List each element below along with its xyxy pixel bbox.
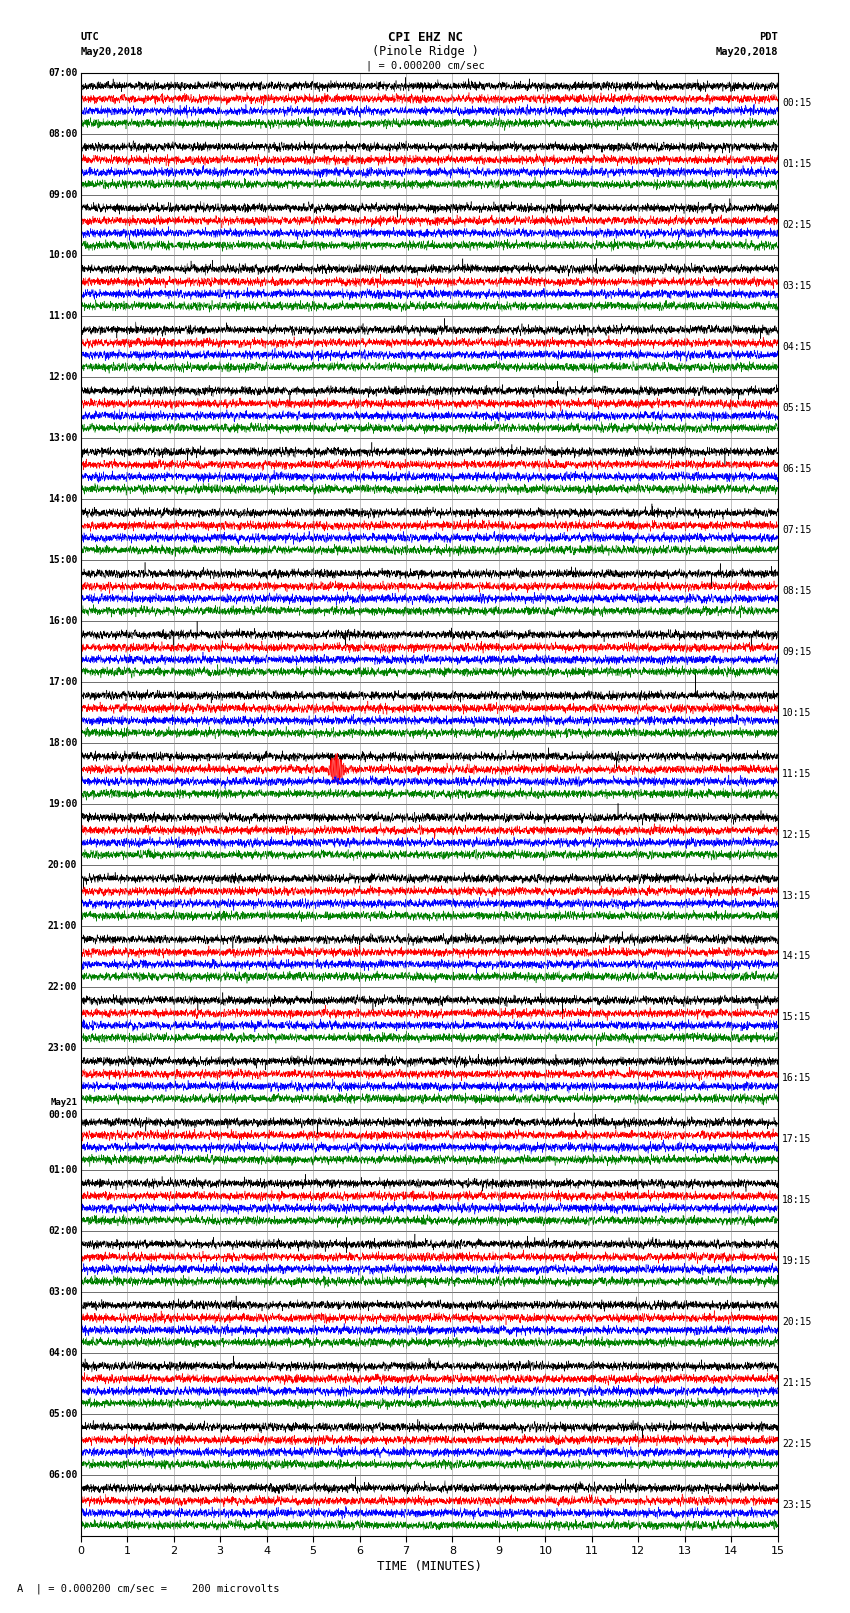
Text: 23:15: 23:15 xyxy=(782,1500,812,1510)
Text: 06:00: 06:00 xyxy=(48,1469,77,1479)
Text: 00:00: 00:00 xyxy=(48,1110,77,1121)
Text: 09:00: 09:00 xyxy=(48,189,77,200)
Text: 10:00: 10:00 xyxy=(48,250,77,260)
Text: 02:15: 02:15 xyxy=(782,219,812,231)
Text: 15:15: 15:15 xyxy=(782,1013,812,1023)
Text: 15:00: 15:00 xyxy=(48,555,77,565)
Text: 03:00: 03:00 xyxy=(48,1287,77,1297)
Text: 22:15: 22:15 xyxy=(782,1439,812,1448)
Text: 16:00: 16:00 xyxy=(48,616,77,626)
Text: 07:15: 07:15 xyxy=(782,524,812,536)
Text: 19:00: 19:00 xyxy=(48,798,77,810)
Text: 12:15: 12:15 xyxy=(782,829,812,839)
Text: May20,2018: May20,2018 xyxy=(81,47,144,56)
Text: 22:00: 22:00 xyxy=(48,982,77,992)
Text: 17:15: 17:15 xyxy=(782,1134,812,1144)
Text: 19:15: 19:15 xyxy=(782,1257,812,1266)
Text: 04:15: 04:15 xyxy=(782,342,812,352)
Text: 23:00: 23:00 xyxy=(48,1044,77,1053)
Text: 01:15: 01:15 xyxy=(782,160,812,169)
Text: 20:15: 20:15 xyxy=(782,1318,812,1327)
Text: 02:00: 02:00 xyxy=(48,1226,77,1236)
Text: 13:00: 13:00 xyxy=(48,434,77,444)
Text: 20:00: 20:00 xyxy=(48,860,77,869)
Text: 05:15: 05:15 xyxy=(782,403,812,413)
Text: | = 0.000200 cm/sec: | = 0.000200 cm/sec xyxy=(366,61,484,71)
Text: 01:00: 01:00 xyxy=(48,1165,77,1174)
Text: 16:15: 16:15 xyxy=(782,1073,812,1084)
Text: May20,2018: May20,2018 xyxy=(715,47,778,56)
Text: 21:00: 21:00 xyxy=(48,921,77,931)
Text: 14:15: 14:15 xyxy=(782,952,812,961)
Text: May21: May21 xyxy=(50,1098,77,1107)
Text: 09:15: 09:15 xyxy=(782,647,812,656)
Text: 14:00: 14:00 xyxy=(48,494,77,505)
Text: 08:00: 08:00 xyxy=(48,129,77,139)
Text: (Pinole Ridge ): (Pinole Ridge ) xyxy=(371,45,479,58)
Text: 11:00: 11:00 xyxy=(48,311,77,321)
Text: A  | = 0.000200 cm/sec =    200 microvolts: A | = 0.000200 cm/sec = 200 microvolts xyxy=(17,1584,280,1594)
Text: 05:00: 05:00 xyxy=(48,1408,77,1419)
Text: 10:15: 10:15 xyxy=(782,708,812,718)
X-axis label: TIME (MINUTES): TIME (MINUTES) xyxy=(377,1560,482,1573)
Text: 12:00: 12:00 xyxy=(48,373,77,382)
Text: 06:15: 06:15 xyxy=(782,465,812,474)
Text: UTC: UTC xyxy=(81,32,99,42)
Text: CPI EHZ NC: CPI EHZ NC xyxy=(388,31,462,44)
Text: 21:15: 21:15 xyxy=(782,1378,812,1389)
Text: 00:15: 00:15 xyxy=(782,98,812,108)
Text: 18:15: 18:15 xyxy=(782,1195,812,1205)
Text: PDT: PDT xyxy=(759,32,778,42)
Text: 17:00: 17:00 xyxy=(48,677,77,687)
Text: 08:15: 08:15 xyxy=(782,586,812,595)
Text: 18:00: 18:00 xyxy=(48,739,77,748)
Text: 04:00: 04:00 xyxy=(48,1348,77,1358)
Text: 07:00: 07:00 xyxy=(48,68,77,77)
Text: 03:15: 03:15 xyxy=(782,281,812,290)
Text: 13:15: 13:15 xyxy=(782,890,812,900)
Text: 11:15: 11:15 xyxy=(782,769,812,779)
